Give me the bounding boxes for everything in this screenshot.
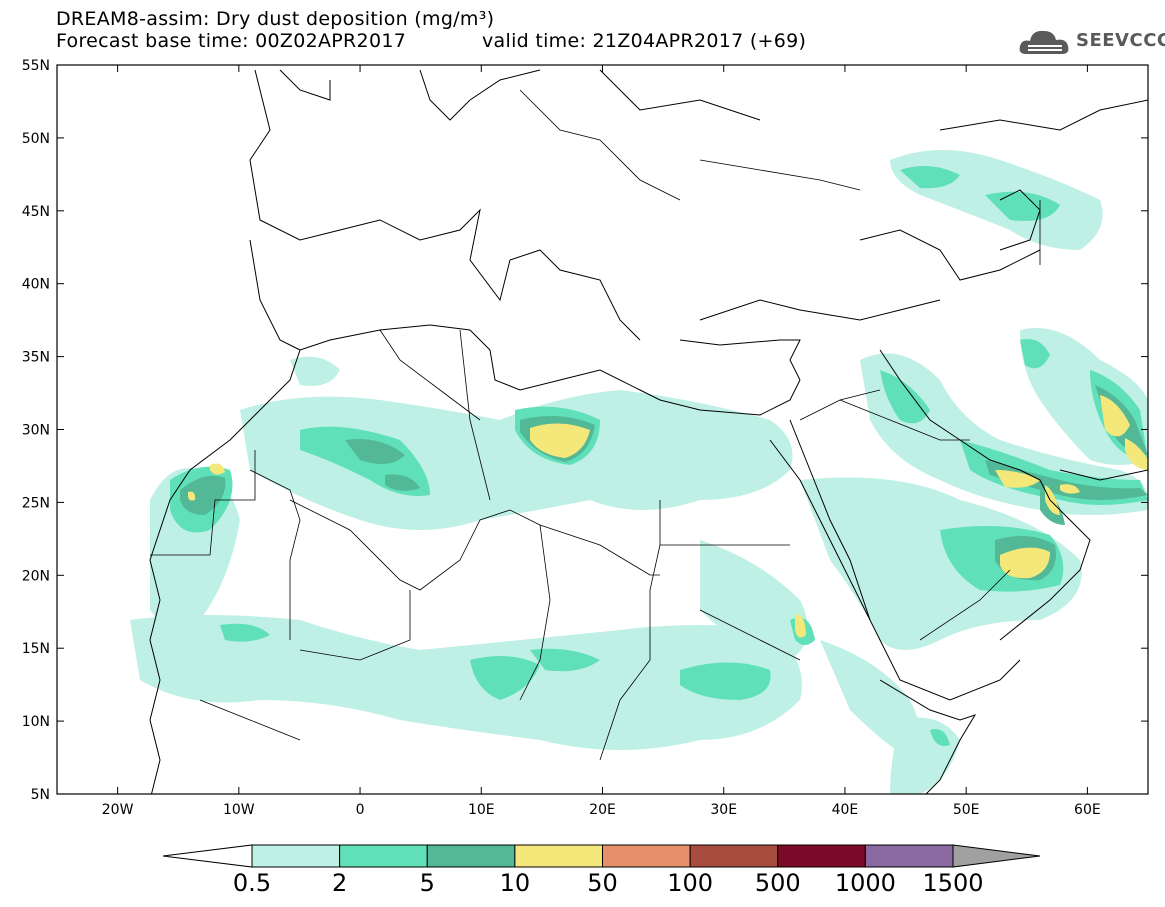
lon-label: 20W	[102, 802, 134, 818]
dust-shading-10-50	[188, 395, 1148, 638]
colorbar-label: 5	[419, 869, 435, 897]
seevccc-logo: SEEVCCC	[1018, 24, 1165, 60]
lon-label: 60E	[1074, 802, 1101, 818]
lat-label: 25N	[22, 495, 50, 511]
colorbar	[162, 844, 1041, 868]
lat-label: 15N	[22, 641, 50, 657]
country-borders	[150, 89, 1041, 761]
lon-label: 10E	[468, 802, 495, 818]
colorbar-high-triangle	[952, 844, 1041, 868]
lon-label: 30E	[710, 802, 737, 818]
lon-label: 20E	[589, 802, 616, 818]
lat-label: 30N	[22, 423, 50, 439]
colorbar-label: 100	[667, 869, 714, 897]
lat-label: 50N	[22, 131, 50, 147]
colorbar-label: 1500	[922, 869, 984, 897]
lat-label: 10N	[22, 714, 50, 730]
lon-label: 0	[356, 802, 365, 818]
lon-label: 10W	[223, 802, 255, 818]
lat-label: 35N	[22, 350, 50, 366]
lon-label: 40E	[832, 802, 859, 818]
logo-text: SEEVCCC	[1076, 30, 1165, 51]
colorbar-segment	[426, 844, 516, 868]
colorbar-segment	[777, 844, 866, 868]
colorbar-segment	[251, 844, 341, 868]
colorbar-segment	[602, 844, 691, 868]
colorbar-segment	[689, 844, 779, 868]
colorbar-segment	[339, 844, 428, 868]
lat-label: 5N	[31, 787, 50, 803]
colorbar-label: 1000	[834, 869, 896, 897]
colorbar-label: 2	[331, 869, 348, 897]
valid-time-label: valid time: 21Z04APR2017 (+69)	[482, 30, 807, 52]
lat-label: 45N	[22, 204, 50, 220]
lon-label: 50E	[953, 802, 980, 818]
coastlines	[149, 69, 1148, 794]
colorbar-segment	[864, 844, 954, 868]
colorbar-segment	[514, 844, 603, 868]
colorbar-label: 500	[754, 869, 801, 897]
map-title: DREAM8-assim: Dry dust deposition (mg/m³…	[56, 8, 495, 30]
lat-label: 40N	[22, 277, 50, 293]
lat-label: 55N	[22, 58, 50, 74]
colorbar-label: 0.5	[232, 869, 272, 897]
colorbar-label: 50	[587, 869, 618, 897]
colorbar-label: 10	[499, 869, 531, 897]
lat-ticks: 55N 50N 45N 40N 35N 30N 25N 20N 15N 10N 5N	[22, 58, 1148, 803]
cloud-icon	[1019, 30, 1069, 54]
base-time-label: Forecast base time: 00Z02APR2017	[56, 30, 407, 52]
colorbar-low-triangle	[162, 844, 253, 868]
lat-label: 20N	[22, 568, 50, 584]
lon-ticks: 20W 10W 0 10E 20E 30E 40E 50E 60E	[102, 65, 1101, 818]
